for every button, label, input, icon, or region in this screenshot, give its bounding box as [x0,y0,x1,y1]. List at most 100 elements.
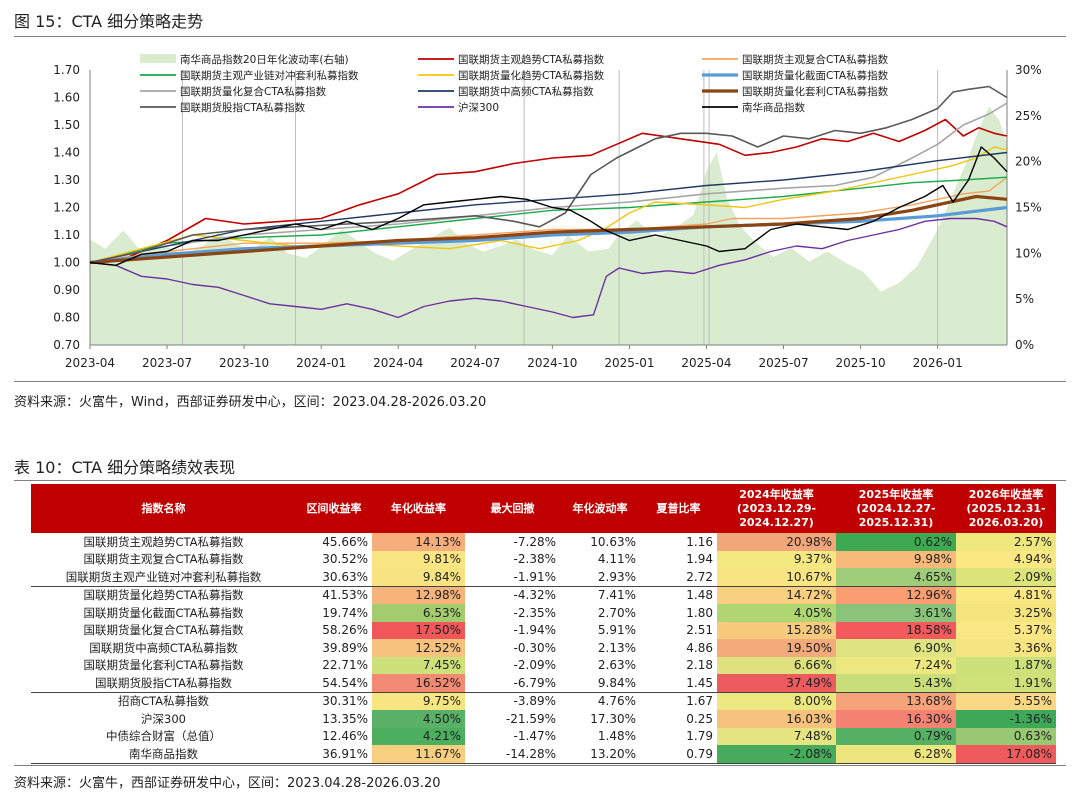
table-title: 表 10：CTA 细分策略绩效表现 [14,458,236,477]
cell-4: 13.20% [560,745,640,764]
cell-7: 9.98% [836,550,956,568]
cell-8: 0.63% [956,727,1056,745]
cell-5: 1.67 [640,691,717,710]
y-tick-label-10: 1.70 [53,63,80,77]
cell-7: 4.65% [836,568,956,586]
cell-2: 6.53% [372,604,465,622]
cell-5: 1.48 [640,585,717,604]
legend-label-4: 国联期货量化趋势CTA私募指数 [458,69,605,82]
table-row: 沪深300 13.35% 4.50% -21.59% 17.30% 0.25 16.03% 1… [31,710,1056,728]
x-tick-label-1: 2023-07 [142,356,192,370]
header-cell-1: 区间收益率 [296,484,372,533]
cell-8: -1.36% [956,710,1056,728]
series-line-7 [89,194,1008,265]
cell-7: 18.58% [836,621,956,639]
header-cell-0: 指数名称 [31,484,296,533]
cell-3: -21.59% [505,711,556,726]
cell-3: -0.30% [513,640,556,655]
cell-8: 2.57% [956,533,1056,551]
table-source: 资料来源：火富牛，西部证券研发中心，区间：2023.04.28-2026.03.… [14,776,441,791]
cell-7: 5.43% [836,674,956,692]
table-row: 国联期货量化趋势CTA私募指数 41.53% 12.98% -4.32% 7.41% 1.… [31,585,1056,604]
cell-7: 7.24% [836,656,956,674]
cell-5: 1.80 [686,605,713,620]
cell-4: 1.48% [597,729,636,744]
cell-5: 4.86 [686,640,713,655]
series-line-0 [89,118,1008,264]
cell-5: 1.79 [686,729,713,744]
cell-8: 5.55% [956,691,1056,710]
y2-tick-label-1: 5% [1015,292,1034,306]
row-name: 中债综合财富（总值） [106,729,221,744]
cell-2: 4.50% [372,710,465,728]
cell-8: 3.25% [956,604,1056,622]
cell-8: 3.36% [956,639,1056,657]
y-tick-label-3: 1.00 [53,256,80,270]
cell-7: 6.28% [836,745,956,764]
cell-3: -2.09% [513,658,556,673]
y-tick-label-6: 1.30 [53,173,80,187]
header-cell-6: 2024年收益率 (2023.12.29- 2024.12.27) [717,484,836,533]
x-tick-label-8: 2025-04 [681,356,731,370]
row-name: 招商CTA私募指数 [31,691,296,710]
x-tick-label-10: 2025-10 [836,356,886,370]
series-line-3 [89,146,1008,264]
y2-tick-label-5: 25% [1015,109,1042,123]
cell-6: 19.50% [717,639,836,657]
header-cell-7: 2025年收益率 (2024.12.27- 2025.12.31) [836,484,956,533]
cell-1: 45.66% [322,534,368,549]
table-row: 国联期货量化截面CTA私募指数 19.74% 6.53% -2.35% 2.70% 1.8… [31,604,1056,622]
table-row: 国联期货中高频CTA私募指数 39.89% 12.52% -0.30% 2.13% 4.8… [31,639,1056,657]
row-name: 国联期货主观复合CTA私募指数 [83,552,244,567]
legend-label-9: 国联期货股指CTA私募指数 [180,101,306,114]
figure-source: 资料来源：火富牛，Wind，西部证券研发中心，区间：2023.04.28-202… [14,395,487,410]
cell-3: -1.91% [513,569,556,584]
cell-4: 2.63% [597,658,636,673]
figure-top-rule [14,36,1066,37]
row-name: 国联期货主观趋势CTA私募指数 [83,534,244,549]
cell-4: 10.63% [590,534,636,549]
table-row: 国联期货主观趋势CTA私募指数 45.66% 14.13% -7.28% 10.63% 1… [31,533,1056,551]
cell-3: -3.89% [465,691,560,710]
row-name: 南华商品指数 [31,745,296,764]
cell-4: 4.76% [560,691,640,710]
cell-2: 12.98% [372,585,465,604]
cell-8: 4.81% [956,585,1056,604]
cell-2: 9.84% [372,568,465,586]
series-line-4 [89,205,1008,265]
cell-2: 17.50% [372,621,465,639]
legend-swatch-0 [140,54,176,63]
x-tick-label-5: 2024-07 [450,356,500,370]
cell-6: 16.03% [717,710,836,728]
table-header-row: 指数名称 区间收益率 年化收益率 最大回撤 年化波动率 夏普比率 2024年收益率 (2023… [31,484,1056,533]
y2-tick-label-2: 10% [1015,246,1042,260]
x-tick-label-9: 2025-07 [758,356,808,370]
cell-4: 2.93% [597,569,636,584]
y2-tick-label-4: 20% [1015,155,1042,169]
cell-1: 12.46% [322,729,368,744]
table-row: 国联期货主观复合CTA私募指数 30.52% 9.81% -2.38% 4.11% 1.9… [31,550,1056,568]
cell-3: -6.79% [513,675,556,690]
cell-3: -14.28% [465,745,560,764]
legend-label-8: 国联期货量化套利CTA私募指数 [742,85,889,98]
header-cell-4: 年化波动率 [560,484,640,533]
cell-6: 20.98% [717,533,836,551]
cell-4: 9.84% [597,675,636,690]
cell-1: 19.74% [322,605,368,620]
cell-6: 37.49% [717,674,836,692]
cell-5: 1.94 [686,552,713,567]
table-row: 国联期货量化复合CTA私募指数 58.26% 17.50% -1.94% 5.91% 2.… [31,621,1056,639]
cell-6: 10.67% [717,568,836,586]
header-cell-5: 夏普比率 [640,484,717,533]
legend-label-1: 国联期货主观趋势CTA私募指数 [458,53,605,66]
cell-5: 2.51 [686,623,713,638]
cell-3: -7.28% [513,534,556,549]
table-top-rule [14,480,1066,481]
row-name: 国联期货中高频CTA私募指数 [89,640,238,655]
cell-1: 30.31% [296,691,372,710]
table-row: 南华商品指数 36.91% 11.67% -14.28% 13.20% 0.79 -2.08… [31,745,1056,764]
cell-4: 2.70% [597,605,636,620]
y-tick-label-5: 1.20 [53,201,80,215]
cell-7: 0.62% [836,533,956,551]
cell-3: -1.47% [513,729,556,744]
